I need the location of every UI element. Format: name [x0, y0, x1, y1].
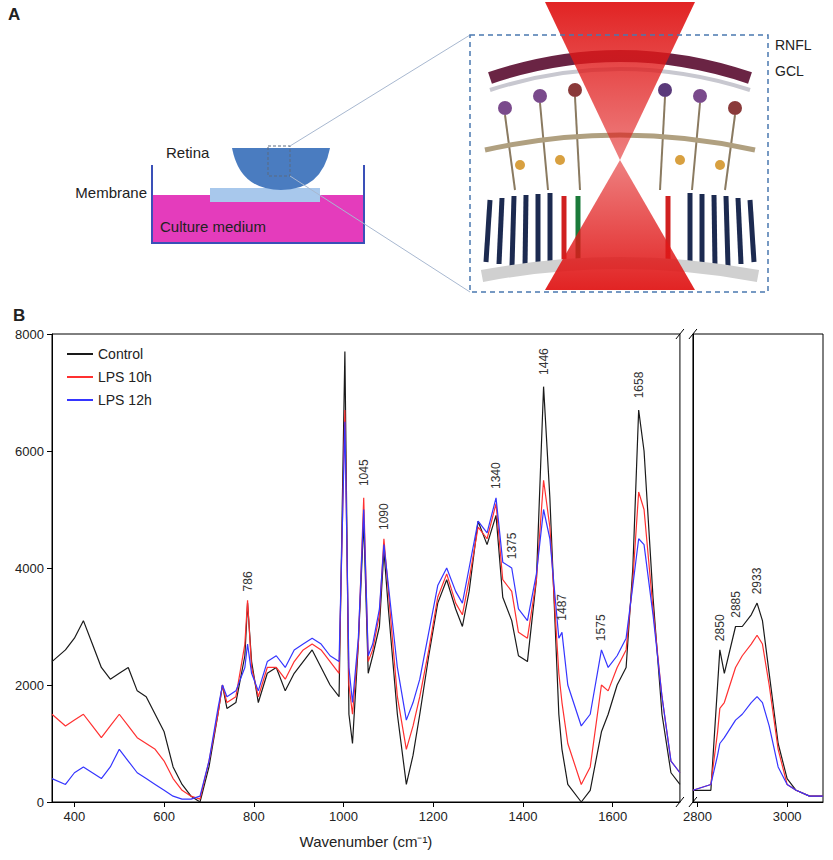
svg-text:Membrane: Membrane	[75, 184, 147, 201]
svg-text:Wavenumber (cm⁻¹): Wavenumber (cm⁻¹)	[300, 833, 433, 850]
svg-text:1200: 1200	[419, 809, 448, 824]
svg-text:600: 600	[153, 809, 175, 824]
svg-text:0: 0	[37, 795, 44, 810]
svg-text:1340: 1340	[489, 462, 503, 489]
svg-text:400: 400	[64, 809, 86, 824]
svg-text:1575: 1575	[594, 614, 608, 641]
svg-text:1600: 1600	[598, 809, 627, 824]
svg-text:Retina: Retina	[166, 144, 210, 161]
svg-text:Culture medium: Culture medium	[160, 218, 266, 235]
svg-text:LPS 12h: LPS 12h	[98, 392, 152, 408]
svg-text:786: 786	[241, 571, 255, 591]
svg-text:GCL: GCL	[775, 63, 804, 79]
svg-text:2933: 2933	[750, 567, 764, 594]
svg-text:1400: 1400	[508, 809, 537, 824]
svg-text:2850: 2850	[713, 614, 727, 641]
svg-text:RNFL: RNFL	[775, 37, 812, 53]
svg-text:2000: 2000	[15, 678, 44, 693]
svg-text:1375: 1375	[505, 532, 519, 559]
svg-text:B: B	[13, 306, 25, 325]
svg-text:8000: 8000	[15, 327, 44, 342]
svg-text:2885: 2885	[729, 591, 743, 618]
svg-text:1045: 1045	[357, 459, 371, 486]
svg-text:A: A	[8, 5, 20, 24]
svg-text:LPS 10h: LPS 10h	[98, 369, 152, 385]
svg-text:2800: 2800	[683, 809, 712, 824]
svg-text:800: 800	[243, 809, 265, 824]
svg-text:Control: Control	[98, 346, 143, 362]
svg-text:4000: 4000	[15, 561, 44, 576]
svg-text:1487: 1487	[555, 594, 569, 621]
svg-text:3000: 3000	[773, 809, 802, 824]
svg-text:1658: 1658	[632, 371, 646, 398]
svg-text:1446: 1446	[537, 348, 551, 375]
svg-text:1090: 1090	[377, 503, 391, 530]
svg-text:1000: 1000	[329, 809, 358, 824]
svg-text:6000: 6000	[15, 444, 44, 459]
